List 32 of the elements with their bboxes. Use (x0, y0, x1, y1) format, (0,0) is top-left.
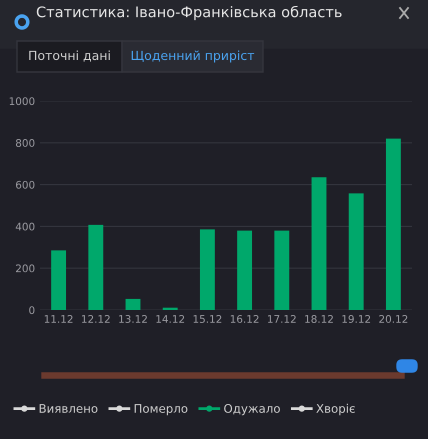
x-tick-label: 12.12 (82, 315, 110, 323)
legend-label: Одужало (224, 404, 280, 416)
x-tick-label: 16.12 (230, 315, 258, 323)
bar (126, 298, 140, 310)
bar (348, 193, 364, 310)
y-tick-label: 400 (16, 222, 34, 231)
y-tick-label: 0 (29, 306, 34, 314)
bar (88, 224, 104, 310)
x-tick-label: 18.12 (305, 315, 333, 323)
bar (386, 138, 401, 310)
bar (237, 230, 252, 310)
chart-title: Статистика: Івано-Франківська область (36, 6, 342, 20)
bar (51, 250, 66, 310)
y-tick-label: 1000 (10, 97, 34, 106)
x-tick-label: 20.12 (379, 315, 408, 323)
x-tick-label: 19.12 (342, 315, 370, 323)
legend-label: Виявлено (40, 404, 98, 413)
legend-label: Померло (134, 404, 188, 416)
text: Щоденний приріст (132, 50, 254, 63)
bar (274, 230, 290, 310)
x-tick-label: 11.12 (44, 315, 72, 323)
y-tick-label: 600 (16, 180, 34, 189)
x-tick-label: 13.12 (119, 315, 147, 323)
y-tick-label: 800 (16, 139, 34, 147)
y-tick-label: 200 (16, 264, 34, 272)
text: Поточні дані (29, 50, 110, 62)
x-tick-label: 17.12 (268, 315, 296, 323)
x-tick-label: 15.12 (194, 315, 222, 323)
legend-label: Хворіє (316, 404, 355, 416)
bar (312, 177, 326, 310)
x-tick-label: 14.12 (156, 315, 184, 323)
bar (200, 229, 215, 310)
